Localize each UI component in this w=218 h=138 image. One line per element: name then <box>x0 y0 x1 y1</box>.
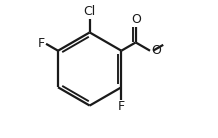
Text: O: O <box>151 44 161 57</box>
Text: Cl: Cl <box>83 5 96 18</box>
Text: F: F <box>38 37 45 50</box>
Text: O: O <box>131 13 141 26</box>
Text: F: F <box>118 100 125 113</box>
